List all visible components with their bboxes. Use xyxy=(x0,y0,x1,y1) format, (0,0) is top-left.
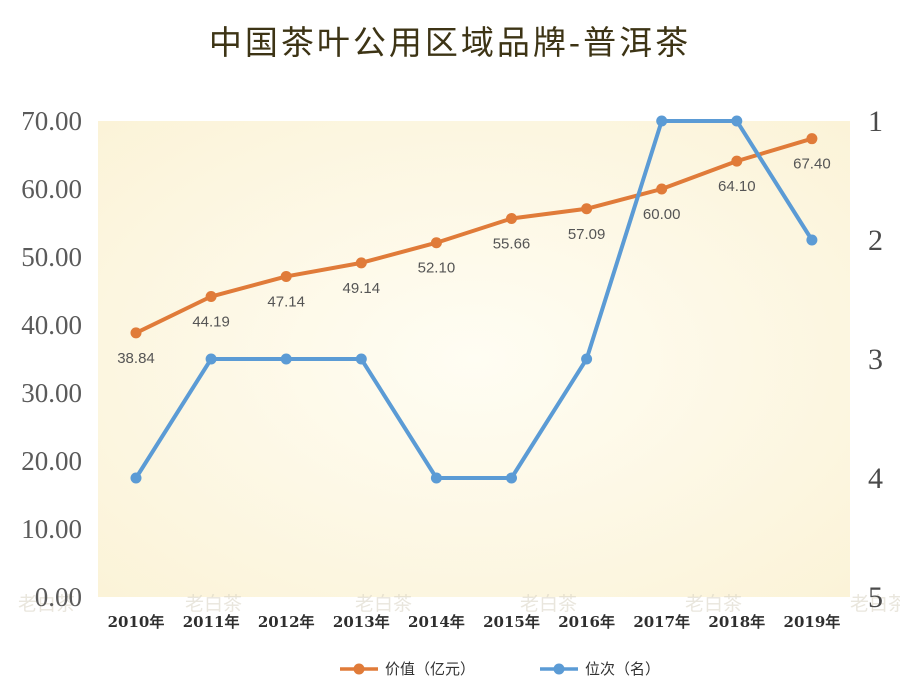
watermark-text: 老白茶 xyxy=(355,593,412,615)
data-point xyxy=(130,472,142,484)
series-line xyxy=(135,136,813,335)
data-point xyxy=(731,115,743,127)
data-point xyxy=(581,353,593,365)
data-label: 55.66 xyxy=(493,236,531,253)
data-label: 67.40 xyxy=(793,156,831,173)
data-label: 47.14 xyxy=(267,293,305,310)
data-label: 64.10 xyxy=(718,178,756,195)
legend-label: 位次（名） xyxy=(585,660,660,678)
legend: 价值（亿元） 位次（名） xyxy=(340,660,660,678)
series-line xyxy=(134,119,814,480)
data-point xyxy=(656,115,668,127)
legend-item: 位次（名） xyxy=(540,660,660,678)
y-left-tick-label: 0.00 xyxy=(35,582,82,612)
y-left-tick-label: 20.00 xyxy=(21,446,82,476)
y-left-tick-label: 70.00 xyxy=(21,106,82,136)
x-tick-label: 2014年 xyxy=(408,613,465,631)
chart-title: 中国茶叶公用区域品牌-普洱茶 xyxy=(208,23,692,62)
data-label: 60.00 xyxy=(643,206,681,223)
data-point xyxy=(656,183,668,195)
data-label: 49.14 xyxy=(343,280,381,297)
watermark-layer: 老白茶 老白茶 老白茶 老白茶 老白茶 老白茶 xyxy=(18,593,900,615)
data-point xyxy=(205,291,217,303)
data-point xyxy=(581,203,593,215)
x-tick-label: 2015年 xyxy=(483,613,540,631)
y-right-tick-label: 1 xyxy=(868,105,883,138)
watermark-text: 老白茶 xyxy=(185,593,242,615)
legend-label: 价值（亿元） xyxy=(385,660,475,678)
y-left-tick-label: 40.00 xyxy=(21,310,82,340)
data-label: 44.19 xyxy=(192,314,230,331)
series-rank xyxy=(130,115,818,484)
data-point xyxy=(205,353,217,365)
x-axis: 2010年 2011年 2012年 2013年 2014年 2015年 2016年 2017年… xyxy=(108,613,841,631)
data-point xyxy=(355,353,367,365)
data-point xyxy=(355,257,367,269)
right-axis: 1 2 3 4 5 xyxy=(868,105,883,614)
x-tick-label: 2018年 xyxy=(708,613,765,631)
series-layer: 38.84 44.19 47.14 49.14 52.10 55.66 57.09 60.00… xyxy=(117,115,831,484)
data-point xyxy=(506,472,517,484)
x-tick-label: 2013年 xyxy=(333,613,390,631)
data-point xyxy=(506,213,517,225)
watermark-text: 老白茶 xyxy=(520,593,577,615)
y-left-tick-label: 50.00 xyxy=(21,242,82,272)
data-point xyxy=(280,353,292,365)
watermark-text: 老白茶 xyxy=(18,593,75,615)
x-tick-label: 2019年 xyxy=(784,613,841,631)
data-label: 38.84 xyxy=(117,350,155,367)
x-tick-label: 2017年 xyxy=(633,613,690,631)
legend-marker xyxy=(553,663,565,675)
series-value: 38.84 44.19 47.14 49.14 52.10 55.66 57.09 60.00… xyxy=(117,133,831,367)
y-right-tick-label: 3 xyxy=(868,343,883,376)
data-point xyxy=(430,237,442,249)
data-point xyxy=(806,133,818,145)
watermark-text: 老白茶 xyxy=(685,593,742,615)
data-label: 57.09 xyxy=(568,226,606,243)
x-tick-label: 2012年 xyxy=(258,613,315,631)
y-right-tick-label: 5 xyxy=(868,581,883,614)
data-point xyxy=(731,155,743,167)
y-left-tick-label: 30.00 xyxy=(21,378,82,408)
x-tick-label: 2011年 xyxy=(183,613,240,631)
y-left-tick-label: 60.00 xyxy=(21,174,82,204)
data-point xyxy=(280,270,292,282)
left-axis: 70.00 60.00 50.00 40.00 30.00 20.00 10.00 0.00 xyxy=(21,106,82,612)
x-tick-label: 2010年 xyxy=(108,613,165,631)
data-label: 52.10 xyxy=(418,260,456,277)
data-point xyxy=(430,472,442,484)
x-tick-label: 2016年 xyxy=(558,613,615,631)
data-point xyxy=(130,327,142,339)
watermark-text: 老白茶 xyxy=(850,593,900,615)
y-right-tick-label: 4 xyxy=(868,462,883,495)
y-left-tick-label: 10.00 xyxy=(21,514,82,544)
y-right-tick-label: 2 xyxy=(868,224,883,257)
data-point xyxy=(806,234,818,246)
legend-item: 价值（亿元） xyxy=(340,660,475,678)
legend-marker xyxy=(353,663,365,675)
